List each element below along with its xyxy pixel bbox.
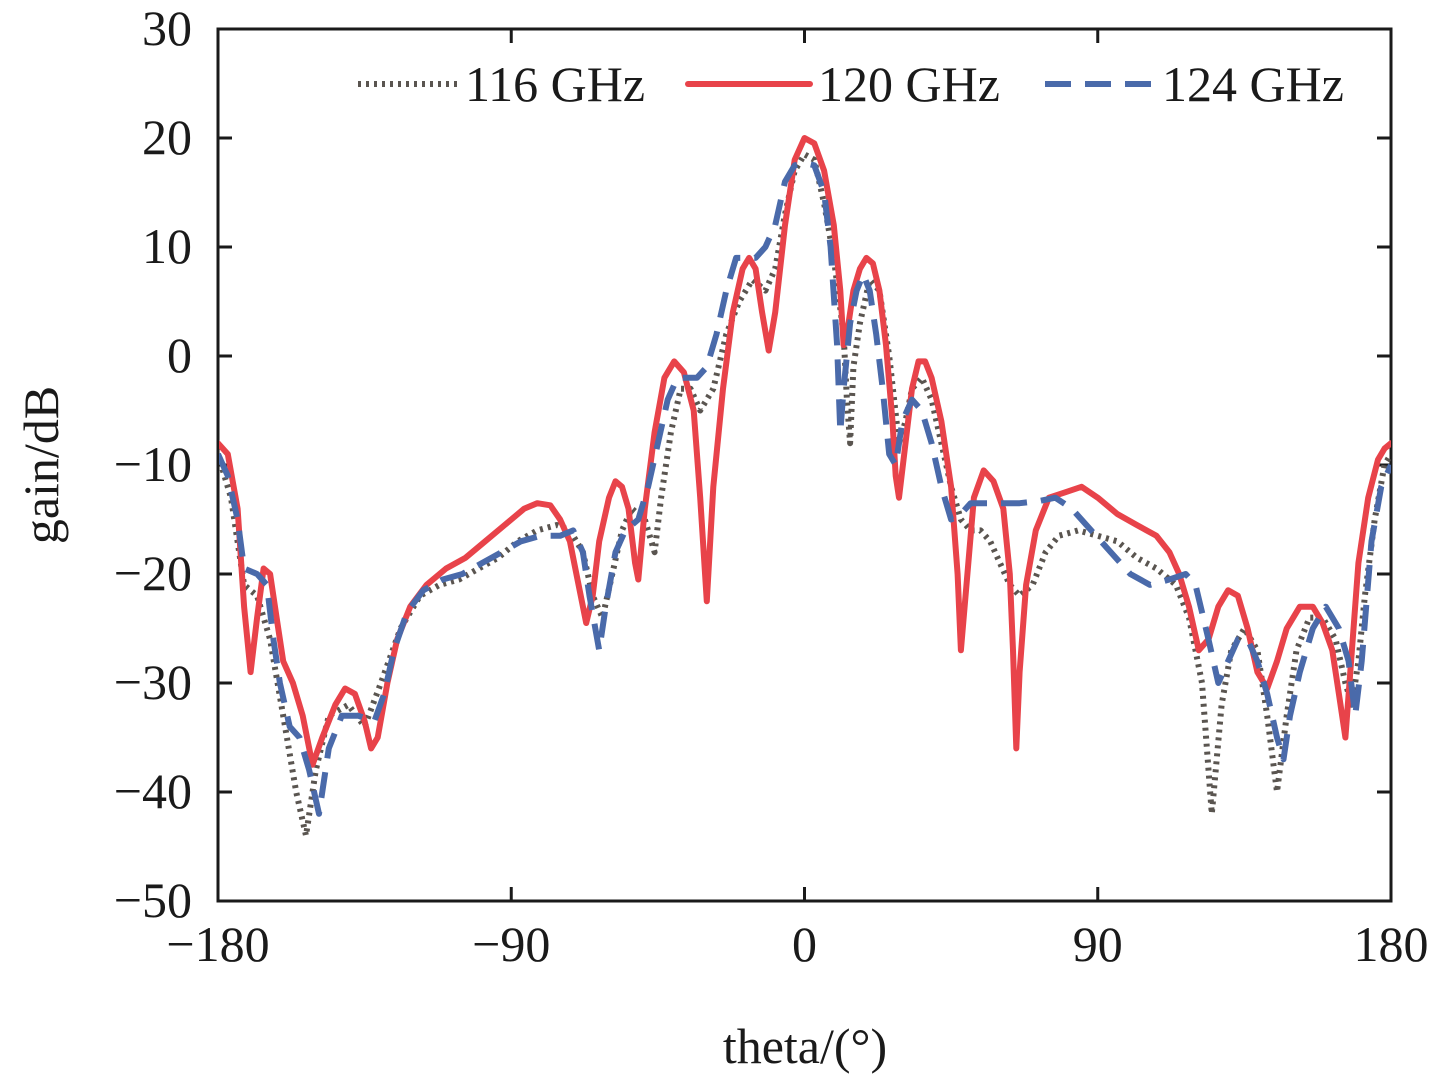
series-line-3 — [219, 160, 1391, 817]
legend-label-3: 124 GHz — [1162, 56, 1344, 112]
y-tick-label: 0 — [167, 327, 192, 383]
axis-ticks: −180 −90 0 90 180 −50 −40 −30 −20 −10 0 10 20 30 — [114, 0, 1429, 972]
y-tick-label: −20 — [114, 545, 192, 601]
y-tick-label: −40 — [114, 763, 192, 819]
x-axis-label: theta/(°) — [723, 1018, 887, 1074]
x-tick-label: −90 — [472, 916, 550, 972]
series-line-1 — [219, 151, 1391, 839]
y-tick-label: 20 — [142, 109, 192, 165]
y-tick-label: 10 — [142, 218, 192, 274]
x-tick-label: 180 — [1354, 916, 1429, 972]
legend-label-2: 120 GHz — [818, 56, 1000, 112]
y-tick-label: 30 — [142, 0, 192, 56]
y-tick-label: −10 — [114, 436, 192, 492]
x-tick-label: 90 — [1073, 916, 1123, 972]
y-axis-label: gain/dB — [13, 386, 69, 544]
y-tick-label: −30 — [114, 654, 192, 710]
series-layer — [219, 135, 1391, 839]
x-tick-label: 0 — [792, 916, 817, 972]
x-tick-label: −180 — [166, 916, 269, 972]
legend-label-1: 116 GHz — [465, 56, 645, 112]
y-tick-label: −50 — [114, 872, 192, 928]
legend: 116 GHz 120 GHz 124 GHz — [358, 56, 1344, 112]
